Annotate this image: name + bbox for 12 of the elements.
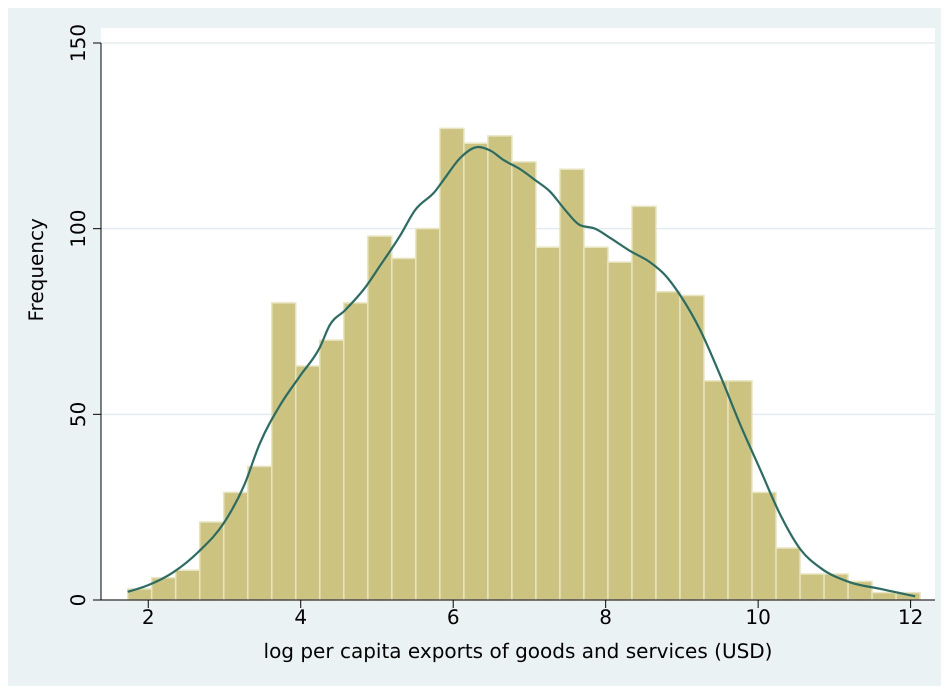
x-tick-label: 4 [294,605,308,630]
x-tick-label: 2 [142,605,155,630]
y-tick-label: 150 [66,24,90,62]
x-axis-title: log per capita exports of goods and services (USD) [264,639,772,663]
x-tick-label: 10 [745,605,771,630]
y-tick-label: 0 [66,594,90,606]
y-axis-title: Frequency [24,218,48,322]
y-tick-label: 100 [66,210,90,248]
x-tick-label: 12 [898,605,924,630]
x-tick-label: 6 [446,605,460,630]
x-tick-label: 8 [599,605,612,630]
y-tick-label: 50 [66,402,90,428]
